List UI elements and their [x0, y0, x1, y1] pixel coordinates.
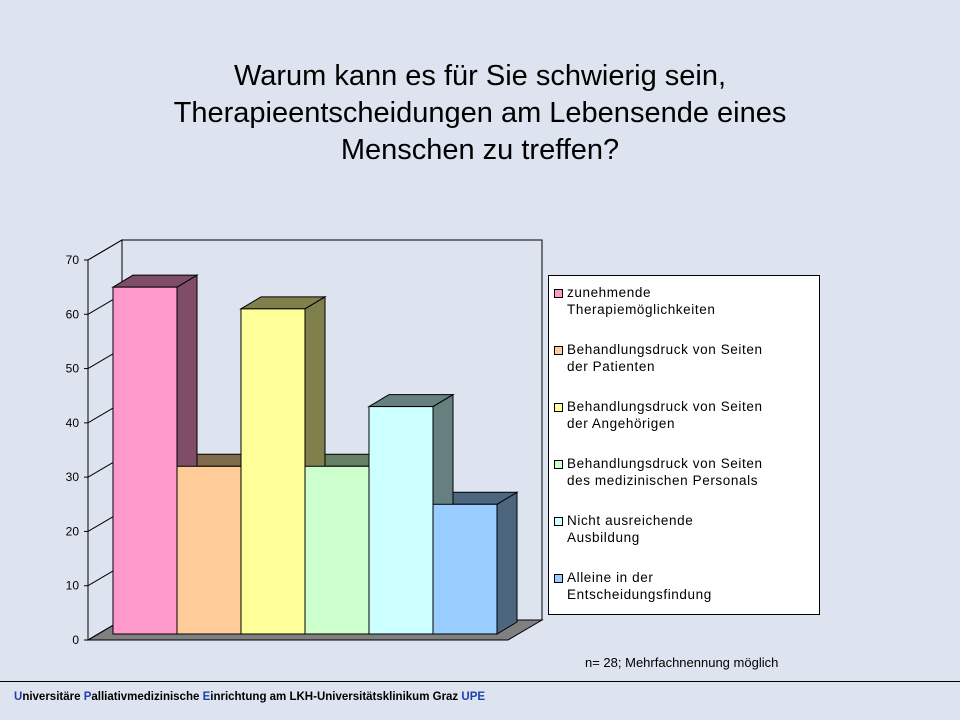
title-line-1: Warum kann es für Sie schwierig sein, — [233, 60, 727, 92]
bar — [112, 286, 178, 635]
title-line-2: Therapieentscheidungen am Lebensende ein… — [173, 97, 787, 129]
legend-label: der Angehörigen — [567, 416, 676, 431]
legend-swatch — [554, 346, 563, 355]
legend-item: zunehmende Therapiemöglichkeiten — [567, 284, 715, 318]
legend-item: Alleine in der Entscheidungsfindung — [567, 569, 712, 603]
y-tick-label: 10 — [66, 579, 80, 593]
legend-swatch — [554, 574, 563, 583]
legend-label: Alleine in der — [567, 570, 654, 585]
legend-item: Nicht ausreichende Ausbildung — [567, 512, 693, 546]
bar — [304, 465, 370, 635]
legend-label: der Patienten — [567, 359, 656, 374]
legend-label: Behandlungsdruck von Seiten — [567, 456, 763, 471]
legend-label: Nicht ausreichende — [567, 513, 694, 528]
y-tick-label: 0 — [72, 633, 79, 647]
page-title: Warum kann es für Sie schwierig sein, Th… — [60, 58, 900, 169]
title-line-3: Menschen zu treffen? — [340, 134, 620, 166]
legend-item: Behandlungsdruck von Seiten der Angehörig… — [567, 398, 763, 432]
legend-label: Therapiemöglichkeiten — [567, 302, 716, 317]
legend-label: zunehmende — [567, 285, 652, 300]
bar — [432, 503, 498, 635]
footer-institution: Universitäre Palliativmedizinische Einri… — [14, 691, 485, 703]
footer-text: inrichtung am LKH-Universitätsklinikum G… — [210, 691, 462, 703]
sample-note: n= 28; Mehrfachnennung möglich — [585, 655, 779, 670]
footer-text: niversitäre — [22, 691, 84, 703]
footer-text: alliativmedizinische — [91, 691, 203, 703]
legend-swatch — [554, 403, 563, 412]
bar-side — [496, 491, 518, 635]
y-tick-label: 70 — [66, 253, 80, 267]
bar — [240, 308, 306, 635]
legend-label: Ausbildung — [567, 530, 640, 545]
footer-text: P — [83, 691, 92, 703]
footer-divider — [0, 681, 960, 682]
legend-swatch — [554, 460, 563, 469]
legend-item: Behandlungsdruck von Seiten der Patienten — [567, 341, 763, 375]
legend-item: Behandlungsdruck von Seiten des medizinis… — [567, 455, 763, 489]
legend-swatch — [554, 289, 563, 298]
bar — [368, 406, 434, 635]
y-tick-diagonal — [87, 239, 123, 261]
legend-label: Entscheidungsfindung — [567, 587, 712, 602]
chart-legend: zunehmende Therapiemöglichkeiten Behandlun… — [548, 275, 820, 615]
y-tick-label: 40 — [66, 416, 80, 430]
legend-label: des medizinischen Personals — [567, 473, 759, 488]
y-tick-label: 20 — [66, 524, 80, 538]
footer-text: U — [14, 691, 23, 703]
legend-swatch — [554, 517, 563, 526]
bar — [176, 465, 242, 635]
footer-text: E — [202, 691, 211, 703]
footer-text: UPE — [461, 691, 486, 703]
y-tick-label: 50 — [66, 362, 80, 376]
y-tick-label: 60 — [66, 307, 80, 321]
legend-label: Behandlungsdruck von Seiten — [567, 399, 763, 414]
legend-label: Behandlungsdruck von Seiten — [567, 342, 763, 357]
y-tick-label: 30 — [66, 470, 80, 484]
